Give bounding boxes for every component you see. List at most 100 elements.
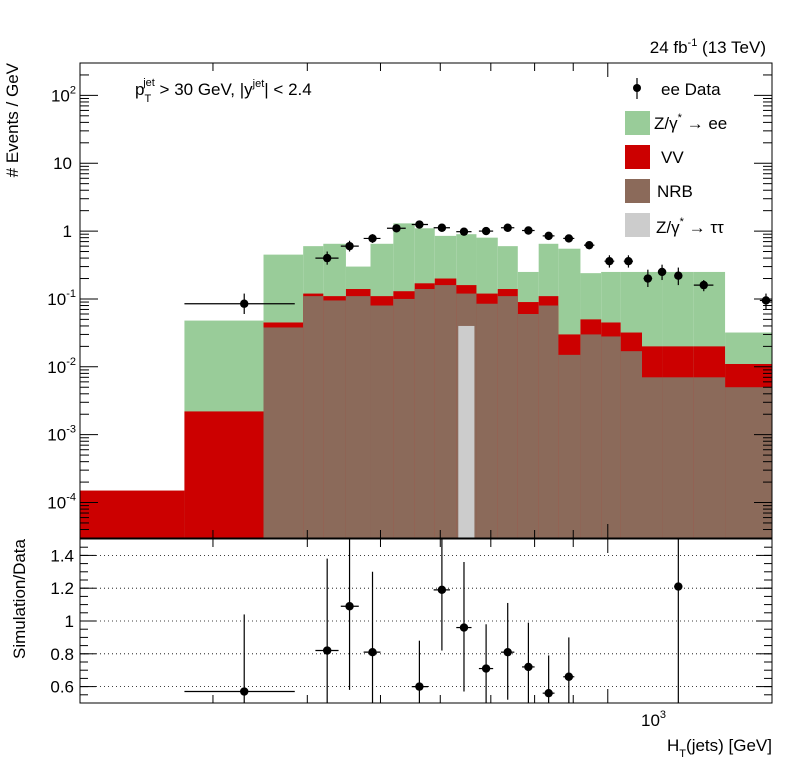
ratio-y-tick-label: 0.8: [50, 645, 74, 664]
ratio-point-5: [433, 539, 450, 651]
ratio-y-ticks: 1.4 1.2 1 0.8 0.6: [50, 538, 772, 704]
ratio-point-0: [184, 614, 295, 703]
legend-swatch-nrb: [625, 179, 650, 203]
bar-vv-1: [184, 411, 264, 538]
svg-text:Z/γ* → ττ: Z/γ* → ττ: [656, 216, 724, 237]
top-y-tick-label: 1: [63, 222, 72, 241]
ratio-y-tick-label: 1.2: [50, 579, 74, 598]
ratio-y-tick-label: 0.6: [50, 678, 74, 697]
data-point-9: [500, 223, 515, 232]
data-points: [184, 220, 772, 315]
legend-entry-zee: Z/γ* → ee: [625, 111, 727, 135]
ratio-point-9: [522, 622, 535, 703]
ratio-points: [184, 539, 683, 703]
bar-nrb-16: [580, 334, 602, 538]
legend-entry-nrb: NRB: [625, 179, 693, 203]
data-point-6: [433, 223, 450, 232]
top-y-tick-label: 10-3: [47, 424, 76, 445]
data-point-7: [456, 227, 472, 236]
top-x-ticks: [79, 63, 609, 538]
legend-swatch-vv: [625, 145, 650, 169]
lumi-label: 24 fb-1 (13 TeV): [650, 37, 766, 57]
ratio-point-11: [563, 637, 575, 703]
bar-nrb-13: [517, 314, 539, 538]
bar-ztautau-10: [458, 325, 475, 538]
data-point-14: [604, 255, 615, 268]
data-point-15: [623, 255, 634, 268]
bar-nrb-7: [393, 298, 415, 538]
legend-swatch-ztt: [625, 213, 650, 237]
top-y-tick-label: 10-4: [47, 492, 76, 513]
bar-nrb-17: [601, 336, 621, 538]
top-y-axis-label: # Events / GeV: [3, 62, 22, 177]
bar-nrb-18: [620, 351, 643, 538]
data-point-3: [363, 234, 381, 243]
ratio-x-ticks: [79, 539, 609, 703]
top-y-ticks: 102 10 1 10-1 10-2 10-3 10-4: [47, 62, 772, 539]
bar-nrb-3: [303, 296, 324, 538]
svg-text:ee Data: ee Data: [661, 80, 721, 99]
x-tick-label-1000: 103: [641, 709, 666, 730]
ratio-point-3: [363, 571, 381, 703]
top-y-tick-label: 102: [51, 84, 76, 105]
top-y-tick-label: 10: [53, 154, 72, 173]
bar-nrb-8: [414, 289, 435, 538]
bar-nrb-12: [497, 296, 518, 538]
svg-text:VV: VV: [661, 148, 684, 167]
bar-nrb-6: [370, 305, 394, 538]
data-point-19: [693, 280, 714, 292]
bar-nrb-9: [434, 285, 457, 538]
data-point-2: [340, 240, 359, 252]
data-point-1: [315, 251, 339, 265]
ratio-y-axis-label: Simulation/Data: [10, 538, 29, 659]
data-point-4: [386, 224, 406, 233]
top-y-tick-label: 10-2: [47, 356, 76, 377]
data-point-10: [522, 226, 535, 235]
ratio-y-tick-label: 1.4: [50, 546, 74, 565]
ratio-point-2: [340, 539, 359, 690]
ratio-point-1: [315, 558, 339, 703]
stacked-histogram: [80, 223, 772, 539]
top-panel: 102 10 1 10-1 10-2 10-3 10-4: [47, 62, 773, 539]
legend-entry-data: ee Data: [633, 78, 721, 99]
ratio-point-7: [478, 624, 494, 703]
ratio-point-6: [456, 561, 472, 692]
legend-entry-vv: VV: [625, 145, 684, 169]
data-point-12: [563, 234, 575, 243]
svg-text:NRB: NRB: [657, 182, 693, 201]
data-point-20: [759, 293, 772, 310]
bar-nrb-2: [263, 327, 304, 538]
bar-nrb-20: [662, 377, 694, 538]
x-axis-label: HT(jets) [GeV]: [667, 736, 772, 760]
ratio-panel: 1.4 1.2 1 0.8 0.6: [50, 538, 773, 704]
svg-text:Z/γ* → ee: Z/γ* → ee: [654, 112, 727, 133]
bar-nrb-15: [558, 354, 581, 538]
legend-swatch-zee: [625, 111, 650, 135]
bar-nrb-19: [642, 377, 663, 538]
data-point-13: [583, 240, 595, 250]
data-point-16: [643, 269, 653, 287]
bar-nrb-14: [538, 305, 559, 538]
bar-nrb-5: [345, 296, 371, 538]
bar-nrb-21: [693, 377, 726, 538]
ratio-point-12: [674, 539, 683, 703]
ratio-grid: [80, 555, 772, 687]
bar-nrb-4: [323, 300, 346, 538]
ratio-y-tick-label: 1: [65, 612, 74, 631]
data-point-11: [542, 231, 555, 241]
bar-vv-0: [80, 490, 185, 538]
data-point-18: [674, 267, 683, 286]
ratio-point-8: [500, 602, 515, 700]
ratio-point-10: [542, 655, 555, 703]
ratio-point-4: [411, 640, 429, 703]
data-point-17: [657, 264, 667, 281]
bar-nrb-11: [476, 303, 498, 538]
bar-nrb-22: [725, 387, 772, 538]
data-point-5: [411, 220, 429, 229]
cut-label: pTjet > 30 GeV, |yjet| < 2.4: [135, 77, 312, 105]
top-y-tick-label: 10-1: [47, 288, 76, 309]
legend-entry-ztt: Z/γ* → ττ: [625, 213, 724, 237]
data-point-0: [184, 293, 295, 315]
data-point-8: [478, 226, 494, 236]
